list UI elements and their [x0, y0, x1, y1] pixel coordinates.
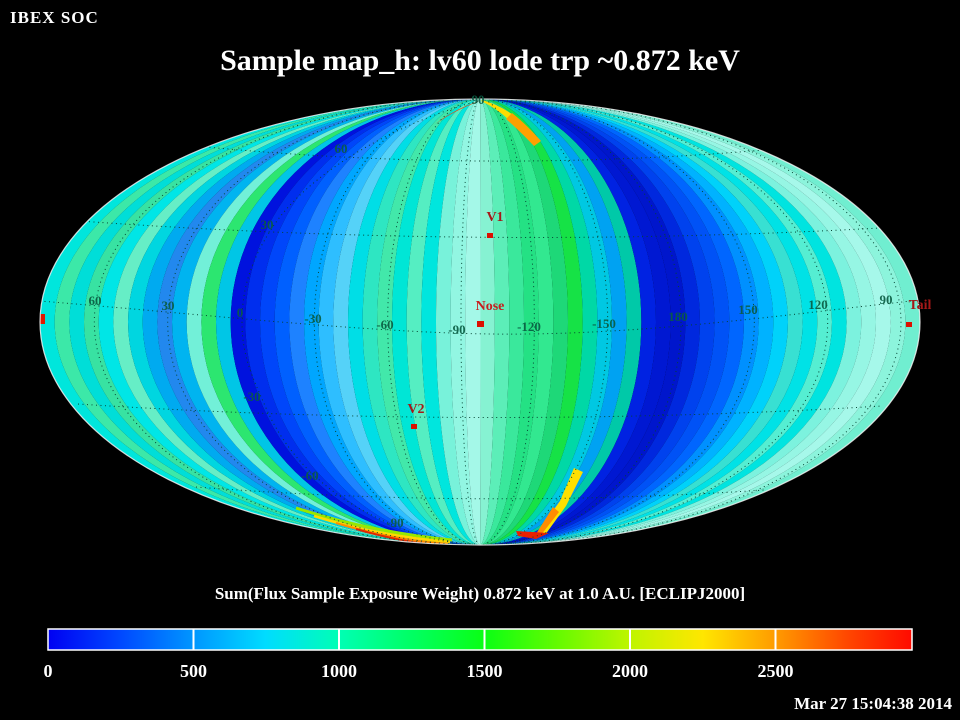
marker-dot-v2 — [411, 424, 417, 429]
flux-band — [421, 99, 480, 545]
colorbar — [48, 629, 912, 650]
longitude-label: 120 — [808, 297, 828, 312]
colorbar-caption: Sum(Flux Sample Exposure Weight) 0.872 k… — [214, 584, 746, 603]
grid-parallel-line — [241, 100, 479, 545]
grid-parallel-line — [195, 486, 765, 500]
grid-parallel-line — [40, 299, 920, 335]
latitude-label: 60 — [335, 141, 348, 156]
map-area — [40, 99, 920, 545]
flux-band — [377, 99, 480, 545]
flux-band — [480, 99, 495, 545]
grid-parallel-line — [195, 145, 765, 162]
grid-meridian-line — [93, 99, 481, 545]
longitude-label: -120 — [517, 319, 541, 334]
colorbar-tick-label: 500 — [180, 661, 207, 681]
flux-band — [480, 99, 554, 545]
grid-meridian-line — [479, 99, 902, 545]
flux-band — [480, 99, 568, 545]
longitude-label: -150 — [592, 316, 616, 331]
flux-band — [480, 99, 524, 545]
marker-label-v2: V2 — [407, 402, 424, 417]
colorbar-tick-label: 2500 — [758, 661, 794, 681]
colorbar-border — [47, 628, 913, 651]
flux-band — [450, 99, 480, 545]
longitude-label: 0 — [237, 305, 244, 320]
marker-label-nose: Nose — [476, 299, 505, 314]
marker-label-tail: Tail — [909, 298, 932, 313]
longitude-label: 60 — [89, 293, 102, 308]
latitude-label: 90 — [472, 92, 485, 107]
grid-meridian-line — [479, 99, 682, 545]
marker-dot-tail — [906, 322, 912, 327]
longitude-label: 150 — [738, 302, 758, 317]
colorbar-tick-label: 1500 — [467, 661, 503, 681]
south-rim-green-arc — [295, 506, 453, 542]
longitude-label: 30 — [162, 298, 175, 313]
grid-parallel-line — [77, 403, 883, 419]
longitude-label: -90 — [448, 322, 465, 337]
flux-band — [480, 99, 510, 545]
north-pole-orange-streak — [506, 113, 541, 146]
colorbar-tick-label: 1000 — [321, 661, 357, 681]
south-rim-yellow-arc — [313, 514, 451, 544]
latitude-label: 30 — [261, 217, 274, 232]
south-rim-red-arc — [355, 528, 447, 545]
flux-band — [480, 99, 539, 545]
longitude-label: -60 — [376, 317, 393, 332]
marker-label-v1: V1 — [486, 210, 503, 225]
grid-meridian-line — [387, 99, 481, 545]
south-pole-red-streak — [516, 531, 549, 539]
latitude-label: -60 — [301, 468, 318, 483]
latitude-label: -30 — [243, 389, 260, 404]
colorbar-tick-label: 2000 — [612, 661, 648, 681]
marker-dot-nose — [477, 321, 484, 327]
grid-meridian-line — [460, 99, 481, 545]
south-pole-orange-streak — [536, 507, 559, 535]
colorbar-tick-label: 0 — [44, 661, 53, 681]
longitude-label: 180 — [668, 309, 688, 324]
left-edge-red-dot — [40, 314, 45, 324]
flux-band — [406, 99, 480, 545]
grid-meridian-line — [167, 99, 481, 545]
flux-band — [465, 99, 481, 545]
north-pole-yellow-streak — [481, 100, 516, 121]
timestamp: Mar 27 15:04:38 2014 — [794, 694, 952, 713]
flux-band — [392, 99, 480, 545]
latitude-label: -90 — [386, 515, 403, 530]
page-title: Sample map_h: lv60 lode trp ~0.872 keV — [220, 44, 740, 77]
flux-band — [436, 99, 480, 545]
longitude-label: -30 — [304, 311, 321, 326]
south-rim-orange-arc — [335, 522, 449, 545]
map-outline — [39, 98, 921, 546]
flux-band — [480, 99, 583, 545]
marker-dot-v1 — [487, 233, 493, 238]
brand-label: IBEX SOC — [10, 8, 99, 27]
grid-meridian-line — [313, 99, 481, 545]
longitude-label: 90 — [880, 292, 893, 307]
